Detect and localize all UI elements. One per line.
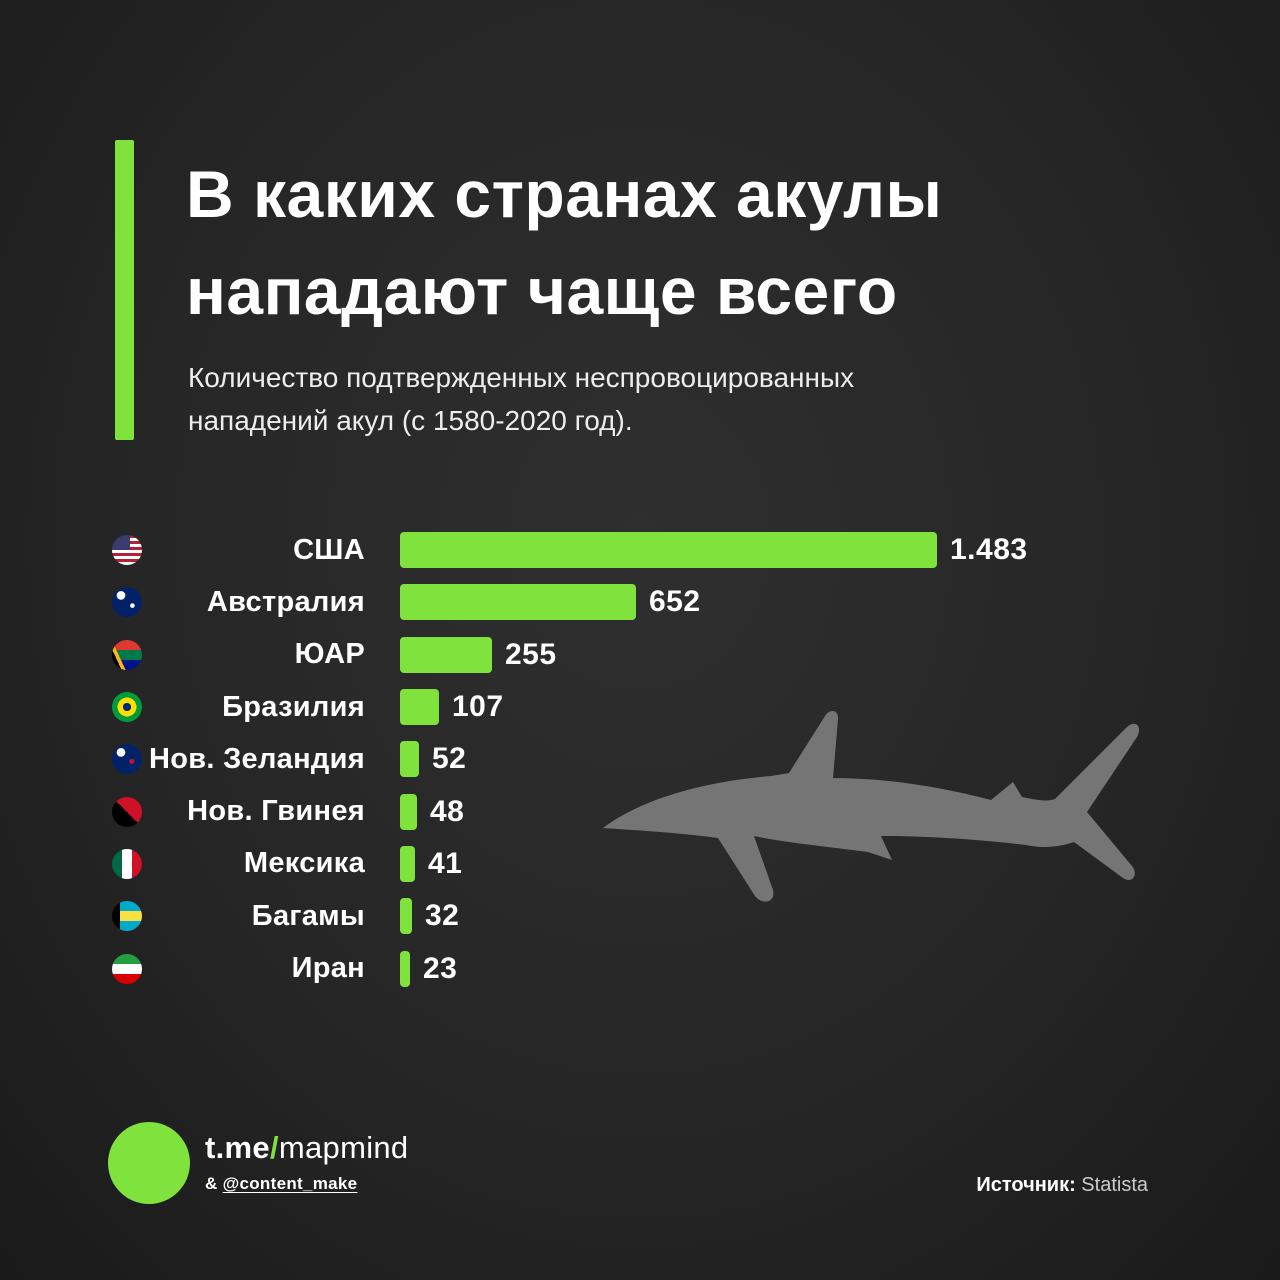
bar-track: 23 (400, 950, 458, 987)
bar (400, 793, 417, 830)
country-label: США (293, 533, 365, 566)
source-text: Источник: Statista (976, 1174, 1148, 1197)
bar (400, 584, 636, 621)
bar-track: 652 (400, 584, 701, 621)
flag-usa-icon (112, 535, 142, 566)
flag-new-zealand-icon (112, 744, 142, 775)
bar-track: 32 (400, 898, 460, 935)
flag-australia-icon (112, 587, 142, 618)
country-label: Багамы (251, 899, 365, 932)
channel-slash: / (269, 1130, 279, 1165)
bar-value-label: 23 (423, 951, 458, 985)
bar-value-label: 1.483 (950, 533, 1028, 567)
bar-value-label: 107 (452, 690, 504, 724)
bar (400, 898, 412, 935)
source-value: Statista (1081, 1174, 1148, 1196)
channel-link[interactable]: t.me/mapmind (205, 1130, 408, 1166)
chart-row: Мексика 41 (100, 838, 1028, 890)
bar-value-label: 32 (425, 899, 460, 933)
secondary-channel-link[interactable]: & @content_make (205, 1174, 357, 1194)
bar-value-label: 255 (505, 637, 557, 671)
chart-row: Нов. Зеландия 52 (100, 733, 1028, 785)
country-label: Нов. Зеландия (148, 742, 365, 775)
bar-track: 1.483 (400, 532, 1028, 569)
flag-bahamas-icon (112, 901, 142, 932)
bar-track: 255 (400, 636, 557, 673)
bar-value-label: 52 (432, 742, 467, 776)
channel-name: mapmind (278, 1130, 409, 1165)
secondary-handle: @content_make (222, 1174, 358, 1193)
page-subtitle: Количество подтвержденных неспровоцирова… (188, 356, 854, 442)
bar (400, 950, 410, 987)
bar (400, 845, 415, 882)
page-title-line1: В каких странах акулы (186, 157, 943, 231)
country-label: Мексика (243, 847, 365, 880)
chart-row: Бразилия 107 (100, 681, 1028, 733)
logo-circle-icon (108, 1122, 190, 1204)
page-title: В каких странах акулы нападают чаще всег… (186, 146, 942, 340)
country-label: Австралия (206, 585, 365, 618)
page-title-line2: нападают чаще всего (186, 254, 898, 328)
bar-chart: США 1.483 Австралия 652 ЮАР 255 Бразилия 107 Нов… (100, 524, 1028, 995)
page-subtitle-line1: Количество подтвержденных неспровоцирова… (188, 362, 855, 393)
chart-row: Нов. Гвинея 48 (100, 785, 1028, 837)
bar-track: 52 (400, 741, 467, 778)
page-subtitle-line2: нападений акул (с 1580-2020 год). (188, 405, 633, 436)
channel-prefix: t.me (205, 1130, 270, 1165)
bar-value-label: 48 (430, 794, 465, 828)
flag-mexico-icon (112, 848, 142, 879)
country-label: Нов. Гвинея (187, 795, 365, 828)
chart-row: Багамы 32 (100, 890, 1028, 942)
chart-row: Австралия 652 (100, 576, 1028, 628)
country-label: Иран (291, 952, 365, 985)
country-label: Бразилия (222, 690, 365, 723)
secondary-prefix: & (205, 1174, 223, 1193)
chart-row: ЮАР 255 (100, 629, 1028, 681)
bar-track: 41 (400, 845, 463, 882)
bar (400, 689, 439, 726)
bar-value-label: 41 (428, 846, 463, 880)
bar-track: 107 (400, 689, 504, 726)
shark-silhouette (603, 710, 1140, 902)
bar-value-label: 652 (649, 585, 701, 619)
country-label: ЮАР (294, 638, 365, 671)
bar-track: 48 (400, 793, 465, 830)
bar (400, 532, 937, 569)
source-label: Источник: (976, 1174, 1076, 1196)
chart-row: Иран 23 (100, 942, 1028, 994)
bar (400, 636, 492, 673)
chart-row: США 1.483 (100, 524, 1028, 576)
flag-south-africa-icon (112, 639, 142, 670)
flag-papua-new-guinea-icon (112, 796, 142, 827)
bar (400, 741, 419, 778)
title-accent-bar (115, 140, 134, 440)
flag-brazil-icon (112, 692, 142, 723)
flag-iran-icon (112, 953, 142, 984)
